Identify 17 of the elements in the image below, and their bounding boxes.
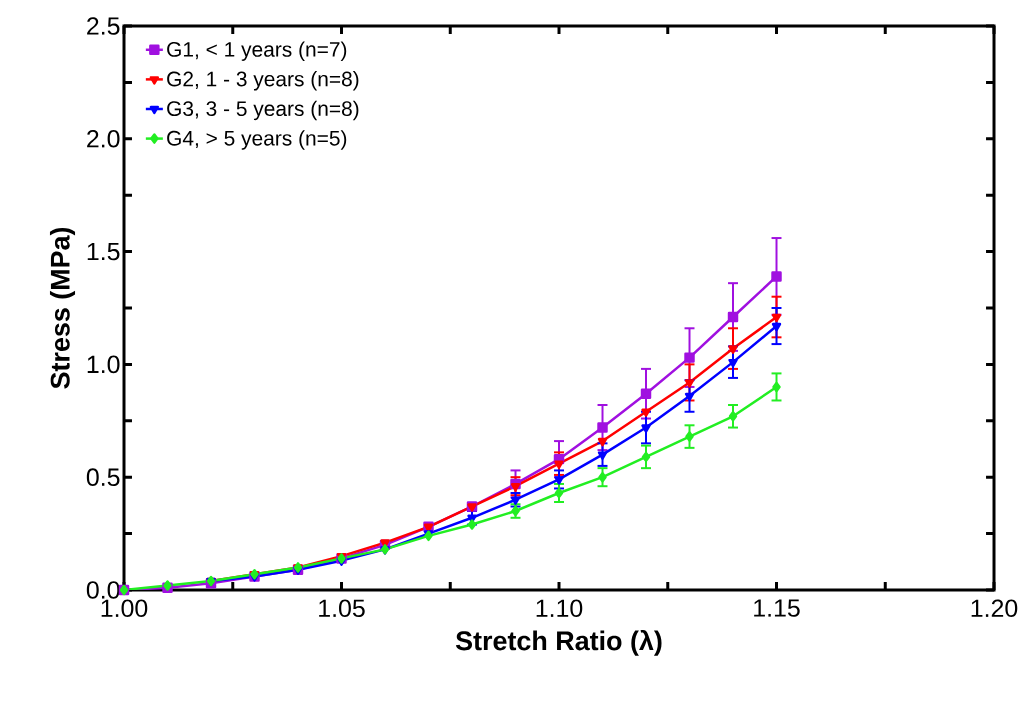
x-tick-label: 1.20 [971,599,1018,618]
y-tick-label: 1.5 [87,242,120,261]
legend-label: G2, 1 - 3 years (n=8) [167,71,359,91]
x-tick-label: 1.15 [754,599,800,617]
y-axis-title: Stress (MPa) [49,227,76,389]
x-tick-label: 1.10 [536,599,583,618]
y-tick-label: 1.0 [87,355,120,374]
legend-label: G1, < 1 years (n=7) [167,41,347,61]
x-tick-label: 1.05 [319,599,365,618]
legend-label: G4, > 5 years (n=5) [167,130,347,150]
x-tick-label: 1.00 [101,599,148,618]
legend-label: G3, 3 - 5 years (n=8) [167,100,359,121]
y-tick-label: 0.0 [86,581,120,599]
y-tick-label: 2.0 [87,129,120,148]
y-tick-label: 2.5 [87,17,120,35]
y-tick-label: 0.5 [86,468,120,487]
x-axis-title: Stretch Ratio (λ) [455,629,662,656]
